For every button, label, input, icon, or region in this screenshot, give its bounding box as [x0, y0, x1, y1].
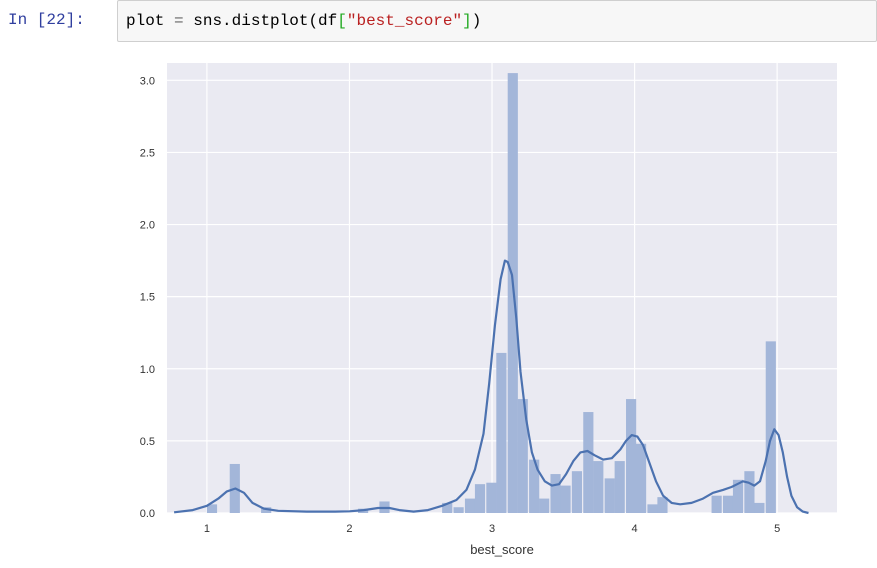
- histogram-bar: [765, 341, 776, 513]
- histogram-bar: [604, 478, 615, 513]
- y-tick-label: 0.5: [140, 436, 155, 448]
- histogram-bar: [732, 479, 744, 513]
- kde-line: [173, 259, 809, 515]
- histogram-bar: [529, 459, 540, 513]
- histogram-bar: [711, 495, 722, 513]
- histogram-bar: [657, 497, 668, 513]
- histogram-bar: [560, 485, 571, 513]
- histogram-bar: [206, 504, 218, 513]
- histogram-bar: [453, 507, 464, 513]
- code-var: plot: [126, 12, 165, 30]
- cell-output: 0.0 0.5 1.0 1.5 2.0 2.5 3.0 1 2 3 4 5 best_score: [117, 46, 877, 568]
- x-axis-label: best_score: [470, 542, 534, 557]
- histogram-bar: [744, 471, 755, 513]
- y-tick-labels: 0.0 0.5 1.0 1.5 2.0 2.5 3.0: [140, 75, 155, 520]
- histogram-bar: [496, 352, 507, 513]
- histogram-bar: [442, 502, 453, 513]
- y-tick-label: 3.0: [140, 75, 155, 87]
- distplot-chart: 0.0 0.5 1.0 1.5 2.0 2.5 3.0 1 2 3 4 5 best_score: [140, 63, 837, 557]
- histogram-bar: [626, 399, 637, 513]
- code-close-bracket: ]: [462, 12, 472, 30]
- histogram-bar: [647, 504, 658, 513]
- code-call: sns.distplot(df: [193, 12, 338, 30]
- histogram-bar: [722, 495, 734, 513]
- histogram-bar: [517, 399, 528, 513]
- y-tick-label: 1.5: [140, 292, 155, 304]
- x-tick-label: 3: [489, 523, 495, 535]
- y-tick-label: 1.0: [140, 364, 155, 376]
- x-tick-label: 1: [204, 523, 210, 535]
- histogram-bar: [754, 502, 765, 513]
- histogram-bar: [464, 498, 476, 513]
- y-tick-label: 2.0: [140, 220, 155, 232]
- histogram-bar: [636, 443, 647, 513]
- histogram-bar: [571, 471, 583, 513]
- histogram-bar: [583, 412, 594, 513]
- histogram-bar: [539, 498, 550, 513]
- y-tick-label: 0.0: [140, 508, 155, 520]
- y-tick-label: 2.5: [140, 147, 155, 159]
- input-prompt: In [22]:: [8, 11, 85, 29]
- code-input[interactable]: plot = sns.distplot(df["best_score"]): [117, 0, 877, 42]
- x-tick-label: 5: [774, 523, 780, 535]
- histogram-bar: [614, 461, 625, 513]
- histogram-bar: [593, 461, 604, 513]
- histogram-bar: [550, 474, 561, 513]
- histogram-bar: [474, 484, 486, 513]
- code-open-bracket: [: [337, 12, 347, 30]
- x-tick-label: 2: [346, 523, 352, 535]
- histogram-bar: [486, 482, 497, 513]
- code-string-arg: "best_score": [346, 12, 463, 30]
- x-tick-labels: 1 2 3 4 5: [204, 523, 780, 535]
- code-operator: =: [174, 12, 184, 30]
- x-tick-label: 4: [632, 523, 638, 535]
- code-close-paren: ): [471, 12, 482, 30]
